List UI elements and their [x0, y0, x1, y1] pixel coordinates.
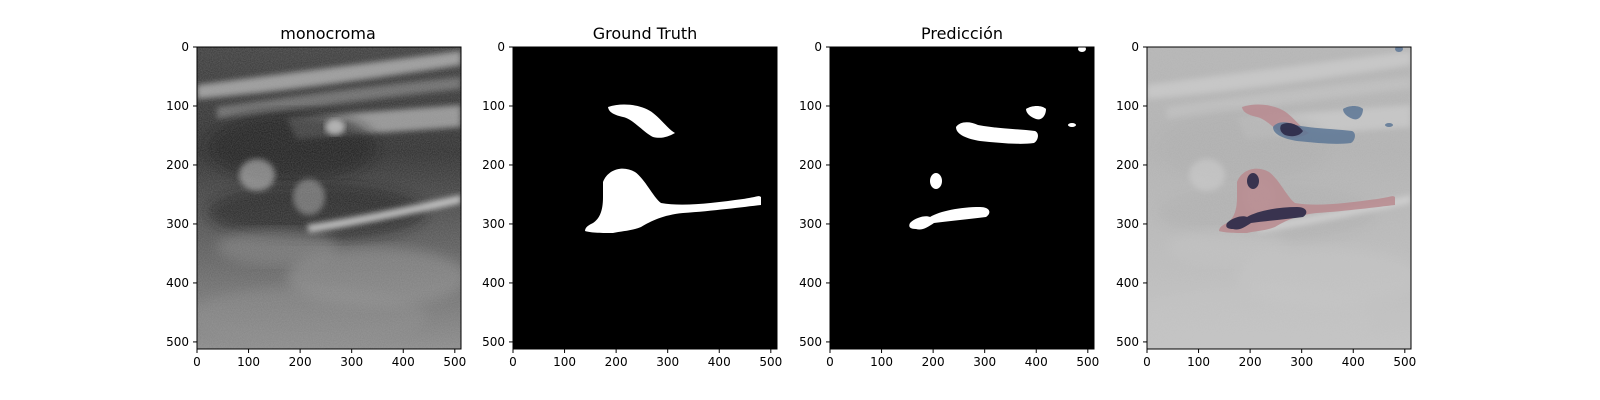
x-tick-label: 200 [922, 355, 945, 369]
y-tick-label: 0 [1131, 40, 1139, 54]
y-tick-label: 400 [1116, 276, 1139, 290]
x-axis: 0 100 200 300 400 500 [826, 349, 1099, 369]
y-tick-label: 300 [482, 217, 505, 231]
x-tick-label: 200 [1239, 355, 1262, 369]
axes-frame [512, 46, 778, 350]
ultrasound-image [187, 47, 467, 349]
y-tick-label: 0 [497, 40, 505, 54]
panel-monocroma: monocroma 0 100 200 300 400 500 0 100 200 300 400… [166, 24, 467, 369]
x-tick-label: 500 [443, 355, 466, 369]
x-tick-label: 200 [605, 355, 628, 369]
axes-frame [829, 46, 1095, 350]
x-tick-label: 100 [237, 355, 260, 369]
x-axis: 0 100 200 300 400 500 [1143, 349, 1416, 369]
overlay-image [1147, 47, 1411, 349]
x-tick-label: 0 [826, 355, 834, 369]
x-tick-label: 300 [973, 355, 996, 369]
y-tick-label: 500 [1116, 335, 1139, 349]
y-tick-label: 100 [482, 99, 505, 113]
x-tick-label: 0 [193, 355, 201, 369]
y-tick-label: 100 [166, 99, 189, 113]
y-tick-label: 100 [1116, 99, 1139, 113]
y-tick-label: 0 [814, 40, 822, 54]
x-tick-label: 300 [656, 355, 679, 369]
x-tick-label: 400 [708, 355, 731, 369]
y-tick-label: 400 [482, 276, 505, 290]
y-axis: 0 100 200 300 400 500 [799, 40, 830, 349]
prediction-mask [909, 46, 1086, 230]
panel-title: Predicción [921, 24, 1003, 43]
x-tick-label: 0 [509, 355, 517, 369]
panel-prediccion: Predicción 0 100 200 300 400 500 0 100 200 300 40… [799, 24, 1099, 369]
axes-frame [1146, 46, 1412, 350]
y-axis: 0 100 200 300 400 500 [1116, 40, 1147, 349]
y-tick-label: 100 [799, 99, 822, 113]
panel-overlay: 0 100 200 300 400 500 0 100 200 300 400 500 [1116, 40, 1416, 369]
y-tick-label: 500 [482, 335, 505, 349]
x-tick-label: 500 [759, 355, 782, 369]
x-tick-label: 400 [392, 355, 415, 369]
y-tick-label: 200 [799, 158, 822, 172]
x-tick-label: 100 [553, 355, 576, 369]
intersection-overlay [1226, 123, 1307, 230]
y-axis: 0 100 200 300 400 500 [482, 40, 513, 349]
y-tick-label: 200 [1116, 158, 1139, 172]
y-tick-label: 200 [482, 158, 505, 172]
y-tick-label: 400 [166, 276, 189, 290]
y-tick-label: 400 [799, 276, 822, 290]
y-tick-label: 200 [166, 158, 189, 172]
mask-background [830, 47, 1094, 349]
y-axis: 0 100 200 300 400 500 [166, 40, 197, 349]
x-tick-label: 200 [289, 355, 312, 369]
x-tick-label: 300 [340, 355, 363, 369]
y-tick-label: 300 [799, 217, 822, 231]
x-tick-label: 300 [1290, 355, 1313, 369]
x-tick-label: 100 [870, 355, 893, 369]
axes-frame [196, 46, 462, 350]
x-tick-label: 500 [1393, 355, 1416, 369]
x-tick-label: 100 [1187, 355, 1210, 369]
y-tick-label: 500 [799, 335, 822, 349]
y-tick-label: 300 [166, 217, 189, 231]
x-axis: 0 100 200 300 400 500 [509, 349, 782, 369]
ground-truth-mask [585, 104, 761, 233]
y-tick-label: 500 [166, 335, 189, 349]
x-tick-label: 500 [1076, 355, 1099, 369]
panel-ground-truth: Ground Truth 0 100 200 300 400 500 0 100 200 300… [482, 24, 782, 369]
panel-title: Ground Truth [593, 24, 698, 43]
y-tick-label: 0 [181, 40, 189, 54]
x-tick-label: 400 [1342, 355, 1365, 369]
y-tick-label: 300 [1116, 217, 1139, 231]
x-axis: 0 100 200 300 400 500 [193, 349, 466, 369]
x-tick-label: 0 [1143, 355, 1151, 369]
x-tick-label: 400 [1025, 355, 1048, 369]
panel-title: monocroma [280, 24, 376, 43]
